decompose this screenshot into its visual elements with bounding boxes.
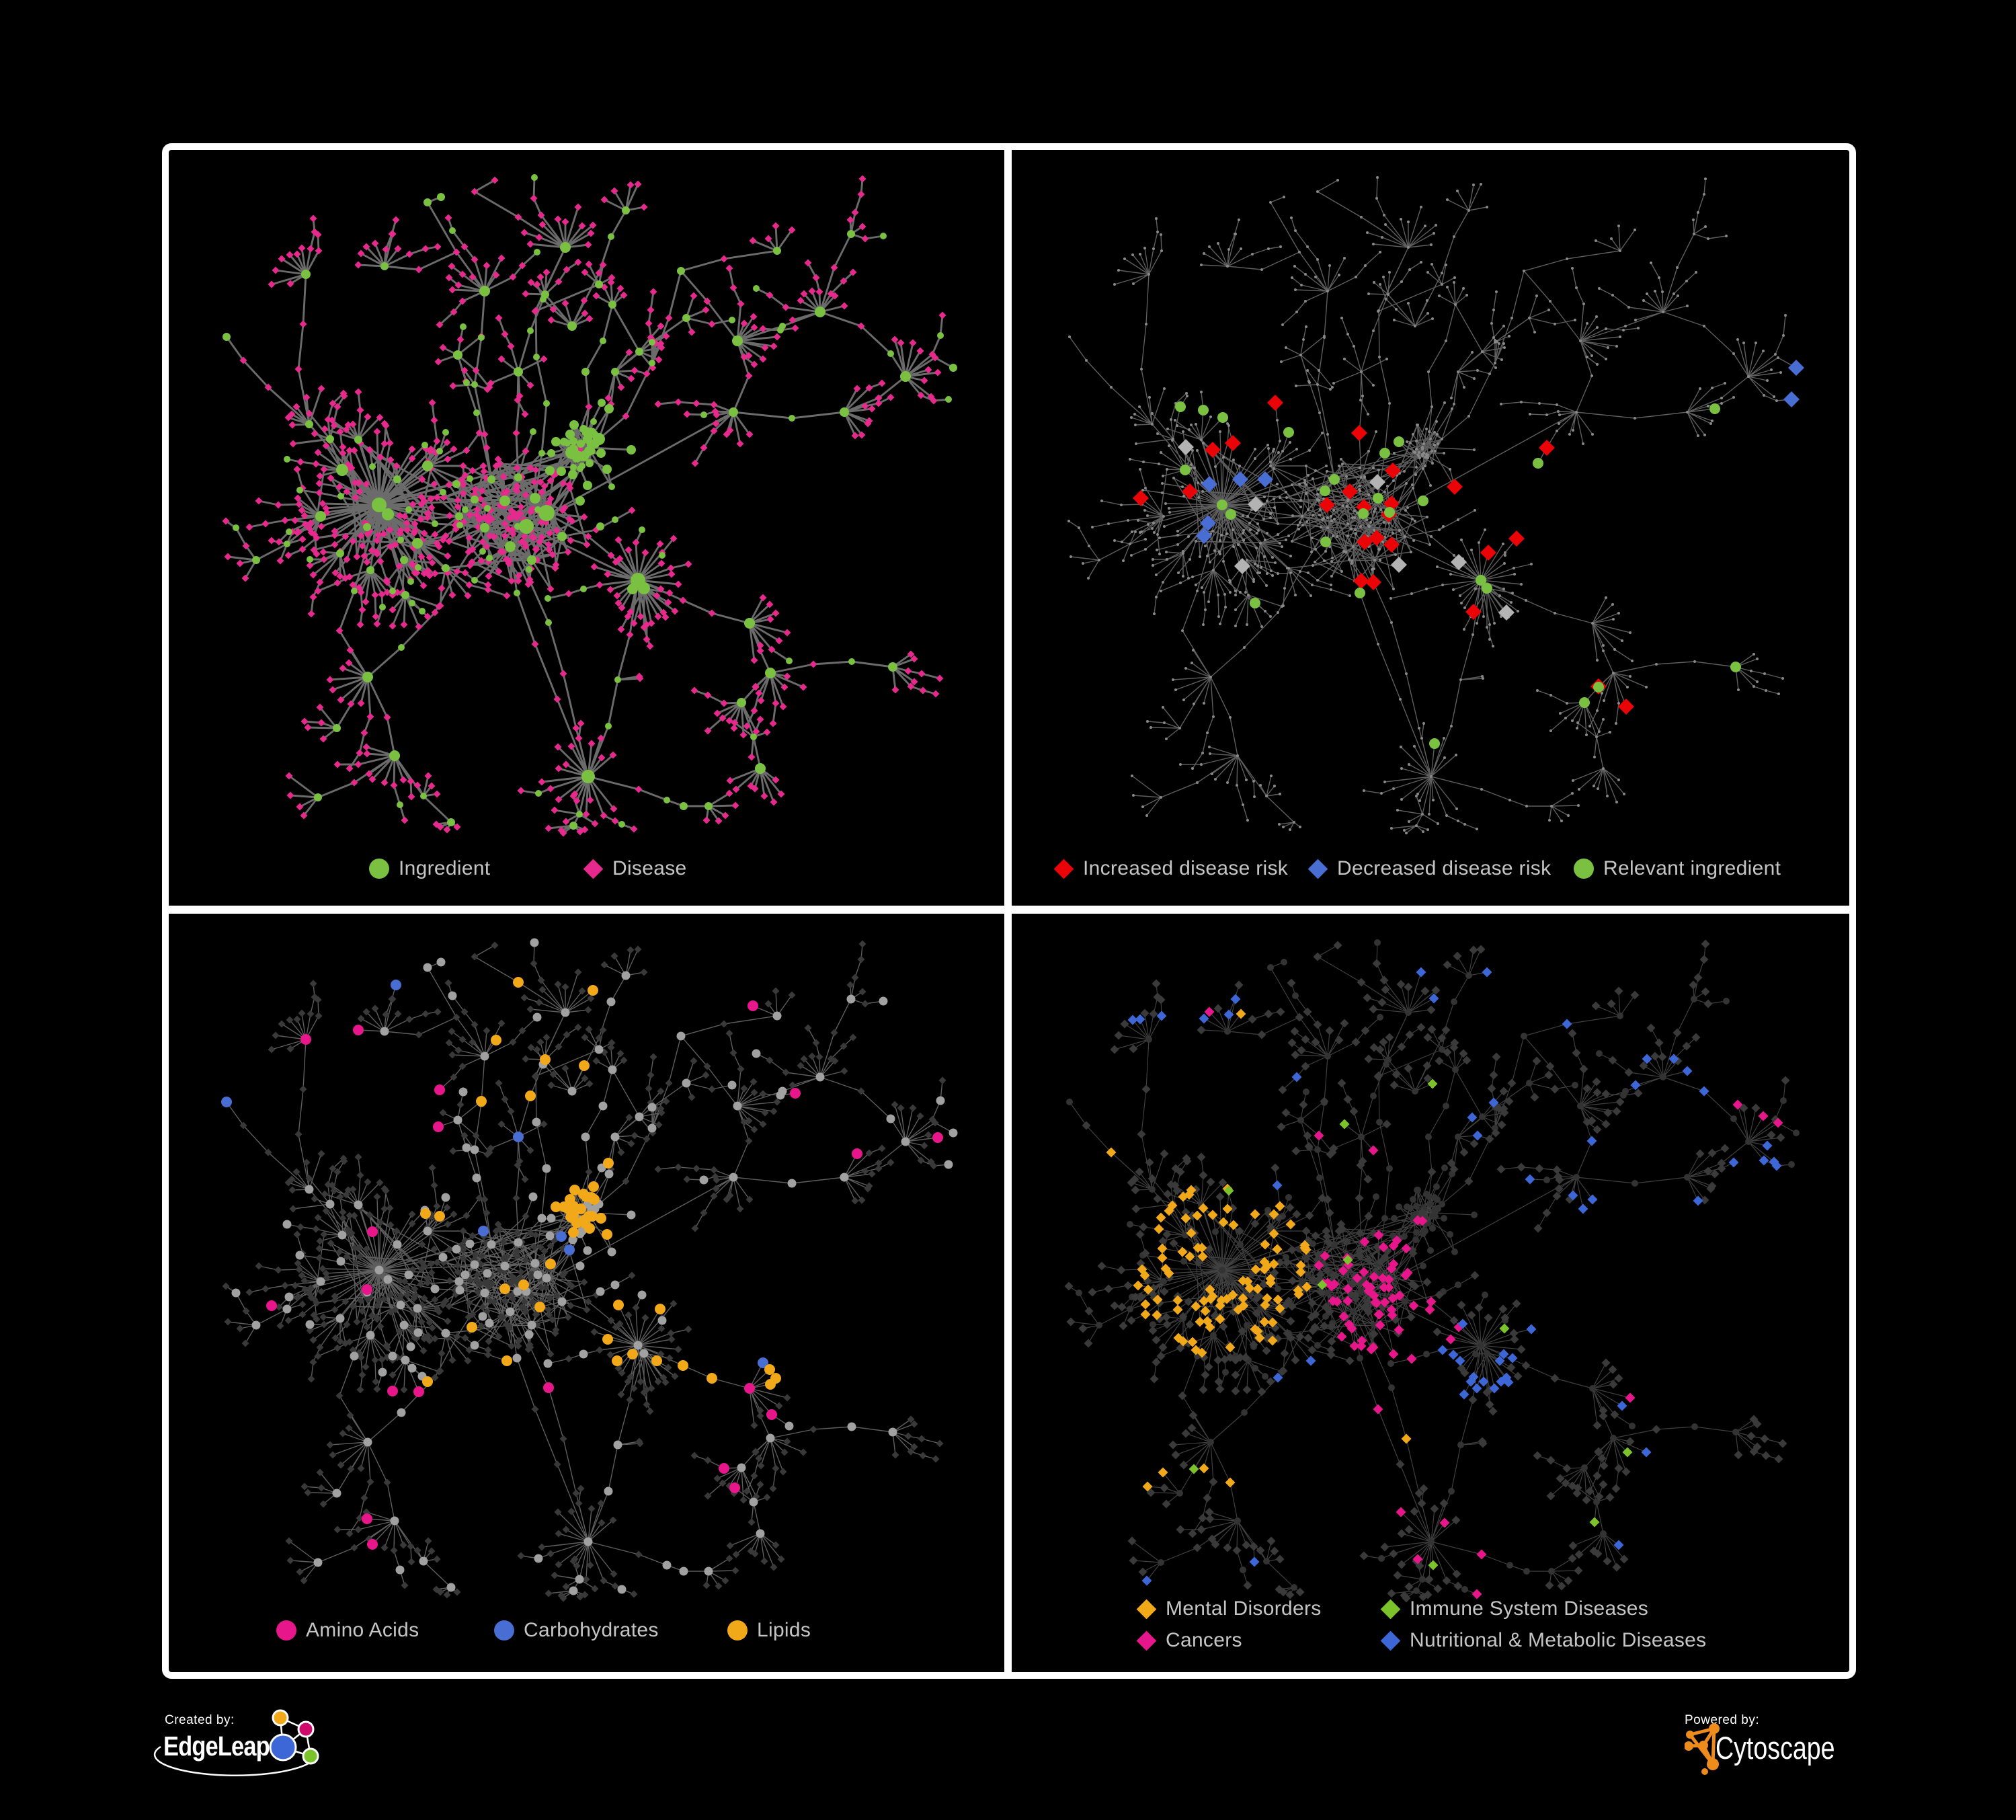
svg-text:Cytoscape: Cytoscape <box>1716 1731 1835 1766</box>
